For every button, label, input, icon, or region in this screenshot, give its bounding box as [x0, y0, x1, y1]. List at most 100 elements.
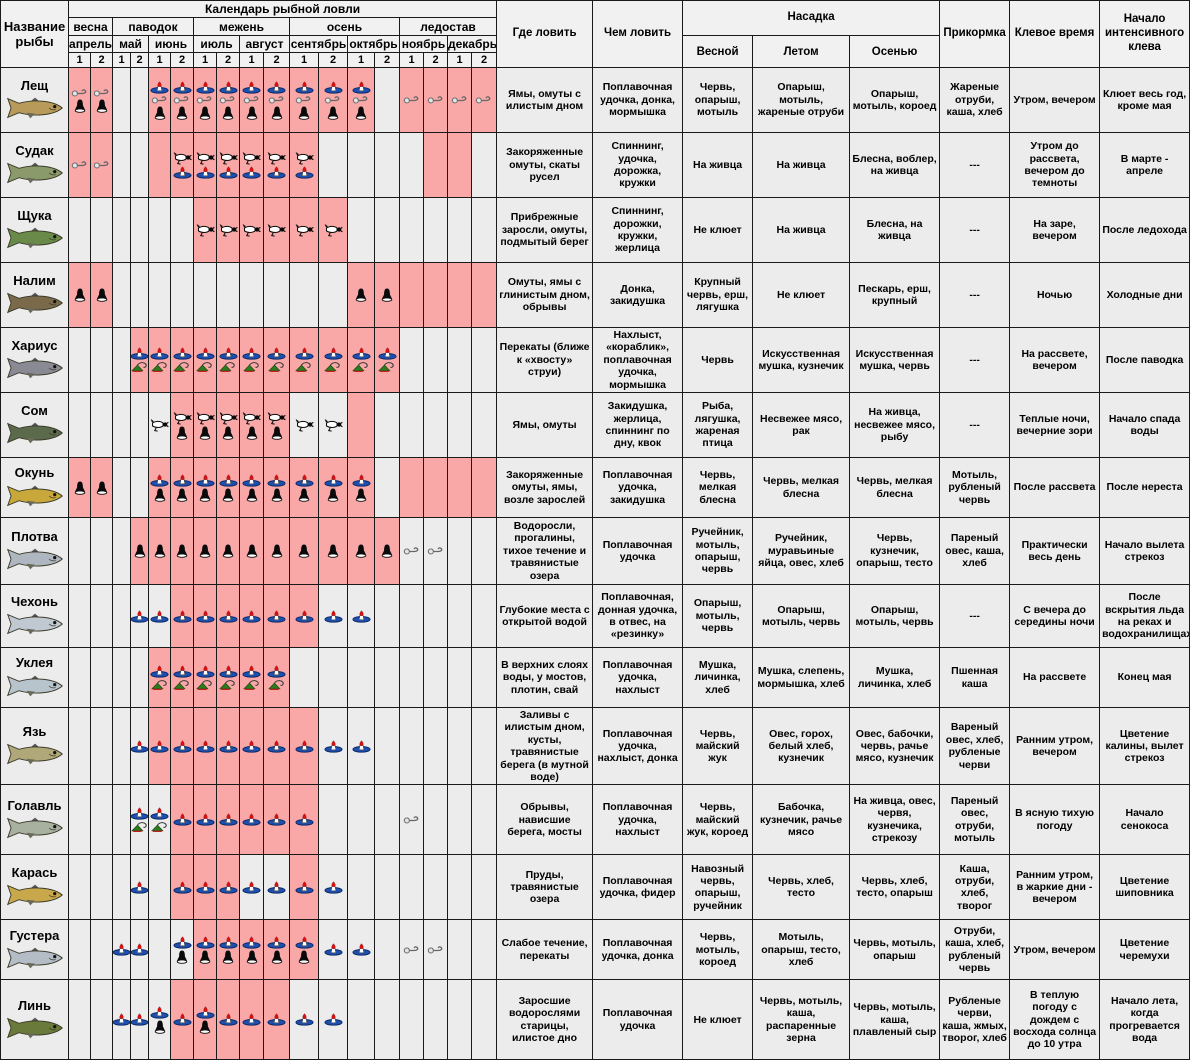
- method-icons: [131, 881, 148, 894]
- hook-icon: [93, 88, 108, 97]
- method-icons: [349, 80, 374, 120]
- autumn-cell: Опарыш, мотыль, червь: [849, 584, 941, 648]
- summer-cell: Ручейник, муравьиные яйца, овес, хлеб: [752, 517, 851, 585]
- fly-icon: [150, 821, 167, 832]
- fish-row-14: Линь З: [0, 979, 1190, 1060]
- method-icons: [320, 609, 347, 623]
- month-header: ноябрь: [399, 35, 448, 53]
- method-icons: [473, 95, 496, 105]
- method-icons: [349, 473, 374, 502]
- float-icon: [150, 473, 169, 487]
- lure-icon: [150, 418, 169, 432]
- float-icon: [218, 664, 238, 678]
- season-header-2: межень: [193, 17, 290, 36]
- fish-name: Щука: [17, 207, 52, 223]
- calendar-cell-4-12: [347, 327, 375, 393]
- calendar-cell-10-13: [374, 706, 400, 786]
- method-icons: [265, 813, 289, 826]
- method-icons: [195, 151, 216, 179]
- tackle-cell: Закидушка, жерлица, спиннинг по дну, кво…: [592, 392, 684, 458]
- method-icons: [376, 544, 399, 558]
- start-cell: Цветение калины, вылет стрекоз: [1099, 706, 1190, 786]
- float-icon: [131, 609, 148, 623]
- calendar-cell-4-0: [68, 327, 91, 393]
- calendar-cell-9-12: [347, 647, 375, 708]
- fish-image: [6, 743, 63, 765]
- method-icons: [131, 347, 148, 373]
- method-icons: [320, 347, 347, 373]
- method-icons: [172, 813, 193, 826]
- float-icon: [218, 166, 238, 179]
- half-month-header: 2: [216, 52, 240, 68]
- fish-label-cell: Судак: [0, 132, 69, 198]
- method-icons: [241, 609, 263, 623]
- bell-icon: [222, 950, 234, 964]
- start-cell: Начало спада воды: [1099, 392, 1190, 458]
- calendar-cell-10-7: [216, 706, 240, 786]
- groundbait-cell: ---: [939, 132, 1011, 198]
- bell-icon: [154, 544, 165, 558]
- bell-icon: [154, 106, 165, 120]
- calendar-cell-6-6: [193, 457, 217, 518]
- method-icons: [195, 473, 216, 502]
- bell-icon: [355, 488, 367, 502]
- time-cell: После рассвета: [1009, 457, 1101, 518]
- calendar-cell-13-14: [399, 919, 424, 981]
- calendar-cell-12-0: [68, 854, 91, 921]
- calendar-cell-11-11: [318, 784, 348, 856]
- half-month-header: 2: [90, 52, 113, 68]
- calendar-cell-14-1: [90, 979, 113, 1060]
- calendar-cell-12-5: [170, 854, 194, 921]
- calendar-cell-14-9: [263, 979, 290, 1060]
- bite-time-header: Клевое время: [1009, 0, 1101, 68]
- method-icons: [241, 664, 263, 691]
- bell-icon: [134, 544, 145, 558]
- method-icons: [265, 609, 289, 623]
- where-cell: В верхних слоях воды, у мостов, плотин, …: [496, 647, 594, 708]
- calendar-cell-7-11: [318, 517, 348, 585]
- method-icons: [241, 936, 263, 964]
- float-icon: [172, 80, 192, 94]
- calendar-cell-5-15: [423, 392, 448, 458]
- method-icons: [195, 1006, 216, 1034]
- groundbait-cell: ---: [939, 392, 1011, 458]
- lure-icon: [196, 411, 215, 425]
- spring-cell: Крупный червь, ерш, лягушка: [682, 262, 754, 328]
- method-icons: [131, 807, 148, 833]
- hook-icon: [403, 96, 418, 104]
- float-icon: [351, 473, 371, 487]
- calendar-cell-14-0: [68, 979, 91, 1060]
- method-icons: [195, 609, 216, 623]
- calendar-cell-10-17: [470, 706, 498, 786]
- bite-start-header: Начало интенсивного клева: [1099, 0, 1190, 68]
- method-icons: [92, 160, 112, 170]
- float-icon: [150, 80, 169, 94]
- calendar-cell-6-2: [112, 457, 131, 518]
- method-icons: [172, 80, 193, 120]
- method-icons: [265, 664, 289, 691]
- calendar-cell-3-3: [130, 262, 149, 328]
- float-icon: [218, 881, 238, 894]
- calendar-cell-13-5: [170, 919, 194, 981]
- calendar-cell-1-12: [347, 132, 375, 198]
- float-icon: [323, 80, 343, 94]
- bell-icon: [298, 488, 310, 502]
- fly-icon: [173, 362, 189, 373]
- where-cell: Закоряженные омуты, ямы, возле зарослей: [496, 457, 594, 518]
- autumn-cell: Блесна, воблер, на живца: [849, 132, 941, 198]
- calendar-cell-13-10: [289, 919, 319, 981]
- calendar-cell-13-2: [112, 919, 131, 981]
- lure-icon: [267, 411, 286, 425]
- half-month-header: 1: [399, 52, 424, 68]
- method-icons: [241, 473, 263, 502]
- calendar-cell-11-6: [193, 784, 217, 856]
- bell-icon: [199, 1020, 211, 1034]
- calendar-cell-5-13: [374, 392, 400, 458]
- float-icon: [218, 936, 238, 949]
- calendar-cell-9-9: [263, 647, 290, 708]
- method-icons: [349, 943, 374, 956]
- method-icons: [218, 1013, 239, 1026]
- method-icons: [265, 1013, 289, 1026]
- float-icon: [131, 807, 148, 820]
- fish-label-cell: Уклея: [0, 647, 69, 708]
